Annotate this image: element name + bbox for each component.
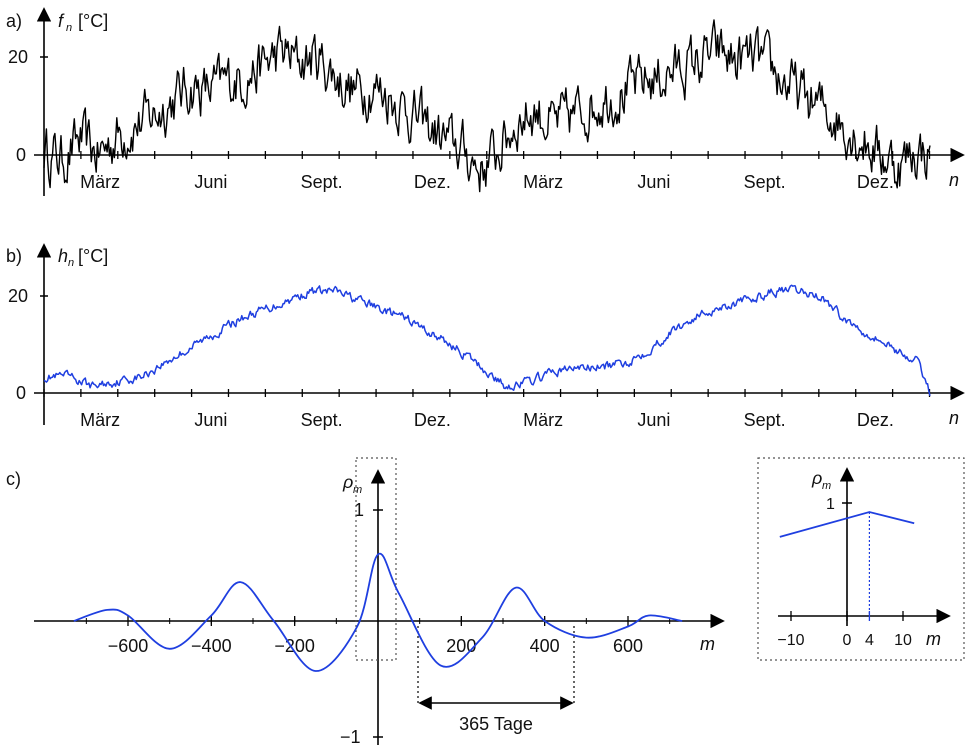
panel-b-month-labels: März Juni Sept. Dez. März Juni Sept. Dez. xyxy=(80,410,894,430)
x-ticklabel: −600 xyxy=(108,636,149,656)
month-label: Sept. xyxy=(301,410,343,430)
inset-x-ticklabel: −10 xyxy=(777,632,804,649)
month-label: Dez. xyxy=(857,172,894,192)
inset-x-ticklabels: −10 0 4 10 xyxy=(777,632,912,649)
panel-a-xlabel: n xyxy=(949,170,959,190)
inset-series-line xyxy=(779,511,915,538)
period-annotation: 365 Tage xyxy=(459,714,533,734)
panel-a-ylabel-var: f xyxy=(58,11,65,31)
month-label: Sept. xyxy=(744,172,786,192)
month-label: Juni xyxy=(637,410,670,430)
panel-b-yticklabel-0: 0 xyxy=(16,383,26,403)
panel-a-yticklabel-20: 20 xyxy=(8,47,28,67)
month-label: Dez. xyxy=(414,172,451,192)
inset-ylabel-var: ρ xyxy=(811,468,822,488)
panel-b-ylabel-var: h xyxy=(58,246,68,266)
inset-yticklabel-1: 1 xyxy=(826,496,835,513)
month-label: Sept. xyxy=(301,172,343,192)
panel-c-x-ticklabels: −600 −400 −200 200 400 600 xyxy=(108,636,643,656)
panel-a-yticklabel-0: 0 xyxy=(16,145,26,165)
panel-b-month-ticks xyxy=(43,389,931,397)
inset-xlabel: m xyxy=(926,629,941,649)
month-label: Dez. xyxy=(414,410,451,430)
panel-c-ylabel-var: ρ xyxy=(342,472,353,492)
x-ticklabel: 400 xyxy=(530,636,560,656)
month-label: Dez. xyxy=(857,410,894,430)
panel-b-series-line xyxy=(43,284,931,396)
month-label: März xyxy=(523,172,563,192)
panel-b-xlabel: n xyxy=(949,408,959,428)
month-label: Juni xyxy=(637,172,670,192)
panel-b-yticklabel-20: 20 xyxy=(8,286,28,306)
panel-c-yticklabel-1: 1 xyxy=(354,500,364,520)
panel-c-label: c) xyxy=(6,469,21,489)
x-ticklabel: 600 xyxy=(613,636,643,656)
x-ticklabel: 200 xyxy=(446,636,476,656)
panel-c-series-line xyxy=(73,552,683,672)
panel-a-ylabel-sub: n xyxy=(66,22,72,34)
panel-a-month-ticks xyxy=(43,151,931,159)
inset-x-ticklabel: 4 xyxy=(865,632,874,649)
inset: ρ m 1 m −10 0 4 10 xyxy=(757,457,965,661)
panel-c-yticklabel-neg1: −1 xyxy=(340,727,361,747)
panel-c-x-ticks xyxy=(85,616,671,626)
zoom-region-box xyxy=(355,457,397,661)
month-label: März xyxy=(80,410,120,430)
panel-a-series-line xyxy=(43,19,931,193)
month-label: März xyxy=(80,172,120,192)
month-label: Juni xyxy=(194,410,227,430)
panel-c-xlabel: m xyxy=(700,634,715,654)
inset-x-ticklabel: 0 xyxy=(843,632,852,649)
x-ticklabel: −200 xyxy=(274,636,315,656)
x-ticklabel: −400 xyxy=(191,636,232,656)
panel-b: b) h n [°C] 20 0 n März Juni Sept. Dez. März… xyxy=(6,243,965,430)
panel-b-ylabel-sub: n xyxy=(68,257,74,269)
panel-a-month-labels: März Juni Sept. Dez. März Juni Sept. Dez. xyxy=(80,172,894,192)
panel-b-ylabel-unit: [°C] xyxy=(78,246,108,266)
panel-c: c) ρ m m 1 −1 −600 −400 −200 200 400 600 365 … xyxy=(6,457,965,747)
inset-ylabel-sub: m xyxy=(822,480,831,492)
panel-b-label: b) xyxy=(6,246,22,266)
panel-a: a) f n [°C] 20 0 n März Juni Sept. Dez. März… xyxy=(6,7,965,196)
inset-x-ticks xyxy=(790,611,904,621)
panel-a-ylabel-unit: [°C] xyxy=(78,11,108,31)
inset-x-ticklabel: 10 xyxy=(894,632,912,649)
month-label: Sept. xyxy=(744,410,786,430)
inset-box xyxy=(757,457,965,661)
panel-c-ylabel-sub: m xyxy=(353,484,362,496)
month-label: Juni xyxy=(194,172,227,192)
month-label: März xyxy=(523,410,563,430)
panel-a-label: a) xyxy=(6,11,22,31)
